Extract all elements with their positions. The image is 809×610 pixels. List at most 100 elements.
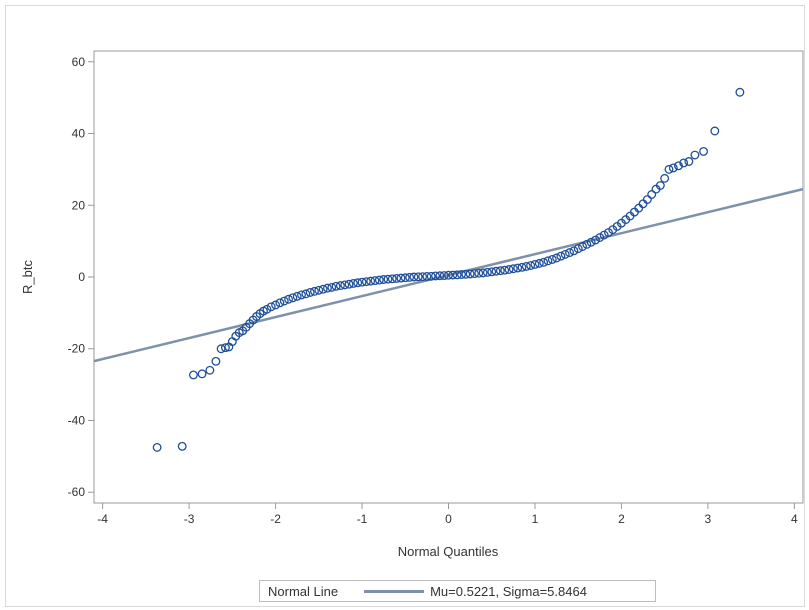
data-point — [664, 164, 674, 174]
data-point — [197, 369, 207, 379]
data-point — [491, 266, 501, 276]
x-tick-label: -3 — [184, 512, 195, 526]
data-point — [318, 284, 328, 294]
data-point — [357, 277, 367, 287]
y-tick-label: -20 — [68, 342, 86, 356]
data-point — [690, 150, 700, 160]
data-point — [569, 246, 579, 256]
data-point — [642, 195, 652, 204]
data-point — [504, 265, 514, 274]
data-point — [271, 300, 281, 310]
data-point — [495, 266, 505, 276]
data-point — [188, 370, 198, 380]
data-point — [469, 269, 479, 279]
chart-frame — [5, 5, 805, 607]
data-point — [301, 289, 311, 299]
data-point — [461, 269, 471, 279]
qq-plot: -4 -3 -2 -1 0 1 2 3 4 -60 -40 -20 0 20 40 60 Normal Qu… — [20, 50, 804, 559]
data-point — [699, 146, 709, 156]
x-tick-label: 0 — [445, 512, 452, 526]
data-point — [487, 267, 497, 277]
x-tick-label: 4 — [791, 512, 798, 526]
data-point — [534, 258, 544, 268]
data-point — [335, 281, 345, 291]
legend-line-swatch — [364, 589, 425, 593]
data-point — [474, 268, 484, 278]
data-point — [379, 275, 389, 284]
x-tick-label: 3 — [705, 512, 712, 526]
data-point — [591, 235, 600, 245]
data-point — [478, 268, 488, 278]
data-point — [323, 283, 332, 293]
data-point — [413, 272, 423, 282]
data-point — [547, 254, 557, 264]
data-point — [152, 442, 162, 452]
data-point — [526, 261, 536, 270]
data-point — [560, 249, 570, 259]
data-point — [517, 262, 527, 272]
x-axis: -4 -3 -2 -1 0 1 2 3 4 — [97, 503, 798, 526]
y-axis: -60 -40 -20 0 20 40 60 — [68, 55, 94, 499]
data-point — [530, 259, 540, 269]
y-tick-label: 60 — [72, 55, 86, 69]
data-point — [710, 126, 720, 136]
data-point — [668, 163, 678, 173]
data-point — [361, 277, 371, 287]
x-tick-label: 1 — [532, 512, 539, 526]
y-axis-title: R_btc — [20, 260, 35, 294]
data-point — [275, 298, 285, 308]
data-point — [387, 274, 397, 284]
data-point — [578, 242, 587, 251]
data-point — [370, 276, 380, 286]
data-point — [679, 158, 689, 168]
data-point — [418, 272, 428, 282]
data-point — [513, 263, 523, 273]
data-point — [684, 157, 694, 166]
data-point — [396, 273, 406, 283]
data-point — [448, 270, 458, 280]
data-point — [409, 272, 419, 282]
data-point — [543, 256, 553, 266]
data-point — [331, 281, 341, 291]
data-point — [439, 271, 449, 281]
data-point — [655, 181, 665, 190]
data-point — [452, 270, 462, 280]
data-point — [599, 230, 609, 240]
data-point — [426, 271, 436, 281]
data-point — [674, 161, 683, 171]
data-point — [344, 279, 354, 289]
data-point — [539, 257, 549, 267]
data-point — [431, 271, 440, 281]
data-point — [508, 264, 518, 274]
data-point — [177, 441, 187, 451]
legend: Normal Line Mu=0.5221, Sigma=5.8464 — [259, 580, 656, 602]
data-point — [205, 365, 215, 375]
x-tick-label: -2 — [270, 512, 281, 526]
data-point — [305, 287, 315, 297]
data-point — [284, 294, 293, 304]
data-point — [638, 199, 648, 209]
data-point — [660, 173, 670, 183]
y-tick-label: 20 — [72, 198, 86, 212]
plot-area — [93, 50, 804, 504]
data-point — [565, 248, 574, 258]
data-point — [374, 275, 384, 285]
data-point — [348, 279, 358, 288]
data-point — [340, 280, 350, 290]
y-tick-label: -60 — [68, 485, 86, 499]
legend-title: Normal Line — [268, 583, 339, 599]
x-axis-title: Normal Quantiles — [398, 544, 499, 559]
data-point — [457, 270, 466, 279]
data-point — [647, 190, 657, 199]
data-point — [595, 233, 605, 242]
data-point — [366, 276, 376, 286]
y-tick-label: -40 — [68, 413, 86, 427]
data-point — [327, 282, 337, 292]
data-point — [279, 296, 289, 306]
data-point — [310, 286, 319, 296]
data-point — [556, 251, 566, 261]
data-point — [482, 267, 492, 277]
data-point — [314, 285, 324, 295]
data-point — [220, 343, 230, 353]
data-point — [288, 293, 298, 303]
